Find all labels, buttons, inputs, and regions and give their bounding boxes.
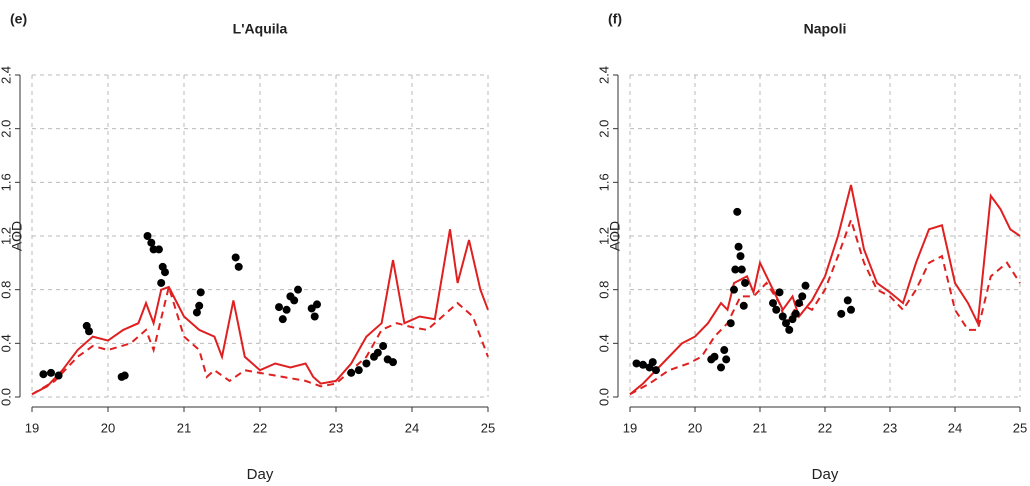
data-point <box>795 299 803 308</box>
data-point <box>837 309 846 318</box>
y-tick-label: 0.4 <box>596 334 611 352</box>
data-point <box>782 319 790 328</box>
data-point <box>85 327 93 336</box>
data-point <box>347 368 356 377</box>
data-point <box>722 355 731 364</box>
data-point <box>154 245 163 254</box>
data-point <box>772 305 781 314</box>
x-tick-label: 24 <box>948 420 962 435</box>
data-point <box>54 371 63 380</box>
panel-label: (e) <box>10 11 27 27</box>
data-point <box>231 253 240 262</box>
y-tick-label: 2.0 <box>596 120 611 138</box>
x-axis-label: Day <box>247 466 274 483</box>
data-point <box>120 371 129 380</box>
data-point <box>143 232 152 240</box>
data-point <box>161 268 169 277</box>
data-point <box>733 207 742 216</box>
chart-title: Napoli <box>804 21 847 37</box>
data-line <box>629 216 1021 396</box>
x-tick-label: 21 <box>177 420 191 435</box>
y-tick-label: 2.4 <box>0 66 13 84</box>
data-point <box>730 285 738 294</box>
data-point <box>147 238 156 247</box>
data-line <box>31 283 489 396</box>
data-point <box>736 252 745 261</box>
data-point <box>726 319 735 328</box>
y-tick-label: 0.8 <box>596 281 611 299</box>
data-point <box>791 309 800 318</box>
data-point <box>278 315 287 324</box>
data-point <box>801 281 810 290</box>
y-tick-label: 1.2 <box>596 227 611 245</box>
x-tick-label: 24 <box>405 420 419 435</box>
y-tick-label: 1.6 <box>0 173 13 191</box>
data-point <box>389 358 397 367</box>
data-point <box>717 363 725 372</box>
data-point <box>282 305 291 314</box>
y-tick-label: 0.0 <box>596 388 611 406</box>
x-tick-label: 20 <box>688 420 702 435</box>
data-point <box>731 265 740 274</box>
data-point <box>652 366 660 375</box>
x-tick-label: 22 <box>818 420 832 435</box>
data-point <box>778 312 787 321</box>
data-point <box>739 301 748 310</box>
data-point <box>843 296 852 305</box>
data-point <box>196 288 205 297</box>
panel-label: (f) <box>608 11 622 27</box>
data-point <box>294 285 302 294</box>
data-point <box>192 308 201 317</box>
data-point <box>785 325 794 334</box>
data-point <box>769 299 777 308</box>
x-tick-label: 21 <box>753 420 767 435</box>
data-point <box>632 359 641 368</box>
data-point <box>737 265 746 274</box>
y-tick-label: 0.0 <box>0 388 13 406</box>
data-point <box>639 360 647 369</box>
x-tick-label: 20 <box>101 420 115 435</box>
data-point <box>157 278 166 287</box>
y-tick-label: 0.8 <box>0 281 13 299</box>
data-point <box>373 348 382 357</box>
y-tick-label: 2.0 <box>0 120 13 138</box>
data-point <box>379 342 388 351</box>
y-tick-label: 1.2 <box>0 227 13 245</box>
y-tick-label: 1.6 <box>596 173 611 191</box>
y-tick-label: 0.4 <box>0 334 13 352</box>
data-point <box>47 368 55 377</box>
x-tick-label: 19 <box>25 420 39 435</box>
x-tick-label: 22 <box>253 420 267 435</box>
data-point <box>720 346 729 355</box>
data-point <box>847 305 855 314</box>
data-point <box>362 359 371 368</box>
data-point <box>313 300 321 309</box>
chart-title: L'Aquila <box>233 21 288 37</box>
data-point <box>275 303 283 312</box>
data-point <box>710 352 719 361</box>
data-point <box>648 358 657 367</box>
data-point <box>290 296 299 305</box>
x-tick-label: 23 <box>329 420 343 435</box>
data-line <box>629 184 1021 396</box>
y-tick-label: 2.4 <box>596 66 611 84</box>
data-line <box>31 229 489 396</box>
data-point <box>741 278 750 287</box>
x-tick-label: 25 <box>1013 420 1027 435</box>
data-point <box>798 292 807 301</box>
x-tick-label: 23 <box>883 420 897 435</box>
data-point <box>354 366 363 375</box>
x-axis-label: Day <box>812 466 839 483</box>
data-point <box>195 301 204 310</box>
panel: (e)L'AquilaDayAOD0.00.40.81.21.62.02.419… <box>0 11 495 483</box>
data-point <box>310 312 319 321</box>
data-point <box>775 288 784 297</box>
x-tick-label: 25 <box>481 420 495 435</box>
x-tick-label: 19 <box>623 420 637 435</box>
data-point <box>234 262 243 271</box>
data-point <box>734 242 743 251</box>
data-point <box>39 370 48 379</box>
